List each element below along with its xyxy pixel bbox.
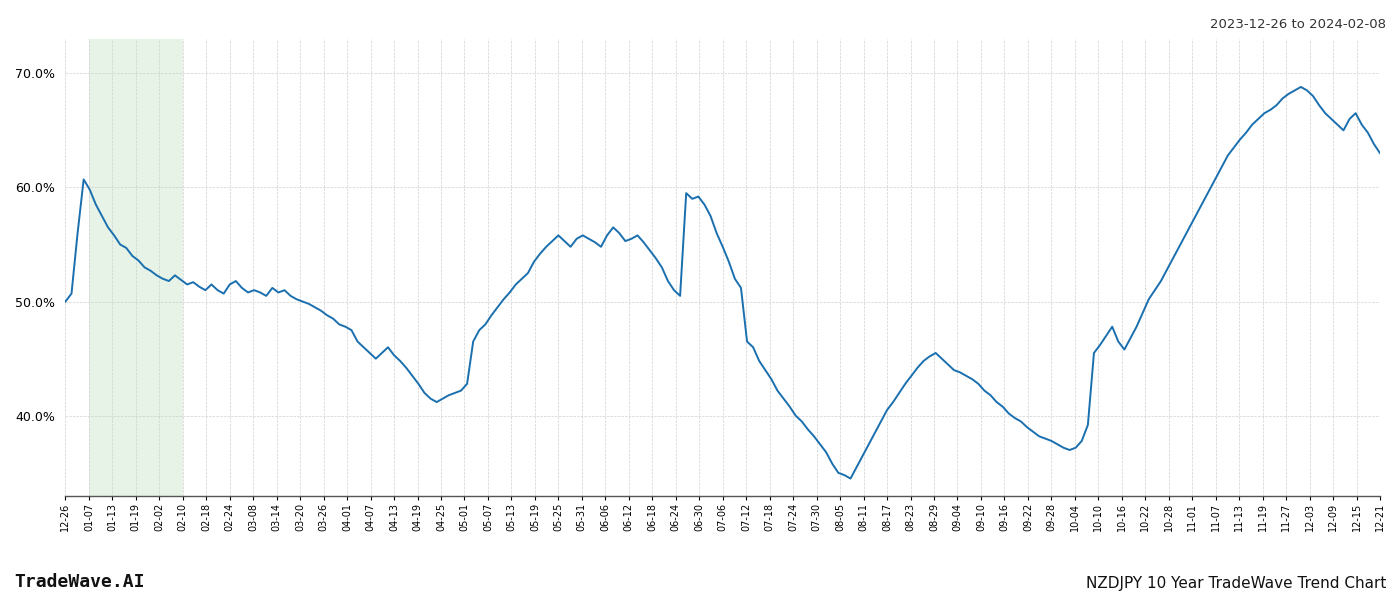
Text: 2023-12-26 to 2024-02-08: 2023-12-26 to 2024-02-08 [1210, 18, 1386, 31]
Text: NZDJPY 10 Year TradeWave Trend Chart: NZDJPY 10 Year TradeWave Trend Chart [1085, 576, 1386, 591]
Text: TradeWave.AI: TradeWave.AI [14, 573, 144, 591]
Bar [88, 39, 183, 496]
